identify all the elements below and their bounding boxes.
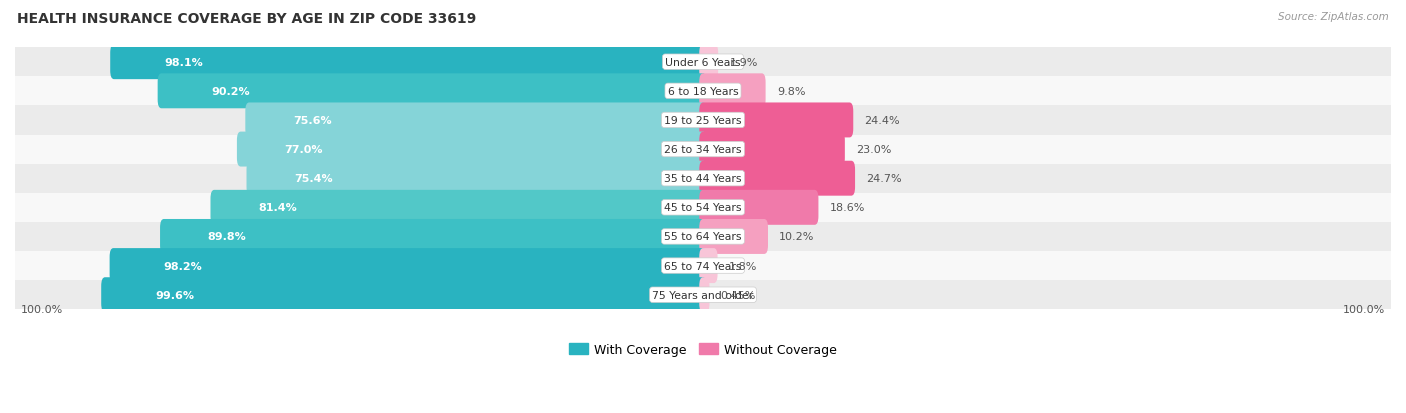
FancyBboxPatch shape: [211, 190, 707, 225]
Text: 35 to 44 Years: 35 to 44 Years: [664, 174, 742, 184]
Text: Source: ZipAtlas.com: Source: ZipAtlas.com: [1278, 12, 1389, 22]
FancyBboxPatch shape: [699, 74, 766, 109]
Text: 99.6%: 99.6%: [155, 290, 194, 300]
Bar: [15, 106, 1391, 135]
Text: 75.4%: 75.4%: [294, 174, 333, 184]
FancyBboxPatch shape: [110, 45, 707, 80]
FancyBboxPatch shape: [699, 45, 718, 80]
Text: 1.8%: 1.8%: [728, 261, 758, 271]
Text: 6 to 18 Years: 6 to 18 Years: [668, 87, 738, 97]
Bar: [15, 222, 1391, 252]
FancyBboxPatch shape: [157, 74, 707, 109]
Text: 23.0%: 23.0%: [856, 145, 891, 155]
FancyBboxPatch shape: [699, 132, 845, 167]
Text: 45 to 54 Years: 45 to 54 Years: [664, 203, 742, 213]
Text: 100.0%: 100.0%: [21, 304, 63, 314]
Text: 75 Years and older: 75 Years and older: [652, 290, 754, 300]
Text: 100.0%: 100.0%: [1343, 304, 1385, 314]
Text: 26 to 34 Years: 26 to 34 Years: [664, 145, 742, 155]
Text: 81.4%: 81.4%: [259, 203, 297, 213]
Text: 0.45%: 0.45%: [721, 290, 756, 300]
FancyBboxPatch shape: [110, 249, 707, 283]
Text: 18.6%: 18.6%: [830, 203, 865, 213]
Bar: [15, 252, 1391, 280]
Text: 75.6%: 75.6%: [292, 116, 332, 126]
Text: 1.9%: 1.9%: [730, 57, 758, 67]
Text: 55 to 64 Years: 55 to 64 Years: [664, 232, 742, 242]
Text: 90.2%: 90.2%: [211, 87, 250, 97]
FancyBboxPatch shape: [238, 132, 707, 167]
FancyBboxPatch shape: [246, 161, 707, 196]
Text: 98.1%: 98.1%: [165, 57, 202, 67]
FancyBboxPatch shape: [699, 161, 855, 196]
Text: 9.8%: 9.8%: [778, 87, 806, 97]
Bar: [15, 280, 1391, 309]
Legend: With Coverage, Without Coverage: With Coverage, Without Coverage: [564, 338, 842, 361]
FancyBboxPatch shape: [160, 219, 707, 254]
FancyBboxPatch shape: [101, 278, 707, 313]
Text: 24.7%: 24.7%: [866, 174, 901, 184]
Text: 77.0%: 77.0%: [284, 145, 323, 155]
Text: 98.2%: 98.2%: [163, 261, 202, 271]
Bar: [15, 135, 1391, 164]
FancyBboxPatch shape: [699, 249, 717, 283]
FancyBboxPatch shape: [245, 103, 707, 138]
Text: 89.8%: 89.8%: [208, 232, 246, 242]
Text: Under 6 Years: Under 6 Years: [665, 57, 741, 67]
Text: 10.2%: 10.2%: [779, 232, 814, 242]
Text: 65 to 74 Years: 65 to 74 Years: [664, 261, 742, 271]
FancyBboxPatch shape: [699, 278, 710, 313]
Bar: [15, 77, 1391, 106]
Text: 24.4%: 24.4%: [865, 116, 900, 126]
Bar: [15, 48, 1391, 77]
Text: HEALTH INSURANCE COVERAGE BY AGE IN ZIP CODE 33619: HEALTH INSURANCE COVERAGE BY AGE IN ZIP …: [17, 12, 477, 26]
FancyBboxPatch shape: [699, 103, 853, 138]
Bar: [15, 164, 1391, 193]
Bar: [15, 193, 1391, 222]
FancyBboxPatch shape: [699, 219, 768, 254]
Text: 19 to 25 Years: 19 to 25 Years: [664, 116, 742, 126]
FancyBboxPatch shape: [699, 190, 818, 225]
